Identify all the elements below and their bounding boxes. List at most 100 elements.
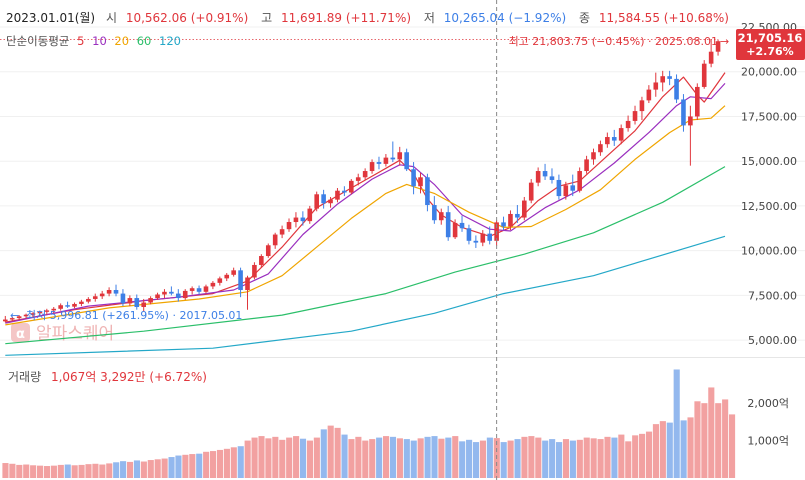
candle — [695, 83, 700, 121]
volume-bar — [403, 439, 410, 478]
candle-body — [605, 137, 610, 145]
volume-bar — [632, 435, 639, 478]
ma-legend-5[interactable]: 5 — [77, 34, 84, 48]
candle-body — [487, 233, 492, 241]
candle-body — [189, 288, 195, 291]
volume-bar — [535, 437, 542, 478]
price-tick-label: 15,000.00 — [741, 155, 797, 168]
candle-body — [106, 290, 112, 294]
volume-bar — [16, 464, 23, 478]
ma-legend-120[interactable]: 120 — [159, 34, 181, 48]
volume-bar — [376, 437, 383, 478]
candle — [86, 297, 91, 304]
candle-body — [65, 305, 70, 307]
ma20-line — [5, 105, 726, 326]
volume-bar — [313, 437, 320, 478]
candle — [438, 208, 444, 225]
candle-body — [286, 222, 292, 230]
volume-bar — [78, 464, 85, 478]
low-label: 저 — [424, 11, 435, 25]
candle-body — [404, 152, 409, 170]
volume-bar — [556, 442, 563, 478]
volume-bar — [189, 454, 196, 478]
volume-bar — [286, 437, 293, 478]
volume-bar — [113, 462, 120, 478]
volume-bar — [175, 455, 182, 478]
candle-body — [99, 293, 105, 297]
candle — [314, 191, 319, 212]
volume-bar — [417, 438, 424, 478]
candle — [577, 167, 582, 193]
candle-body — [362, 171, 368, 178]
volume-label: 거래량 — [8, 370, 41, 384]
volume-bar — [237, 446, 244, 478]
candle — [162, 289, 167, 299]
candle-body — [611, 137, 617, 141]
volume-bar — [542, 440, 549, 478]
candle-body — [715, 41, 721, 52]
volume-bar — [154, 459, 161, 478]
volume-bar — [182, 454, 189, 478]
candle-body — [438, 212, 444, 221]
price-axis: 5,000.00 7,500.00 10,000.00 12,500.00 15,000… — [741, 21, 797, 347]
candle-body — [155, 294, 160, 299]
price-tick-label: 17,500.00 — [741, 110, 797, 123]
candles — [3, 39, 721, 323]
candle-body — [563, 185, 569, 197]
candle-body — [300, 217, 306, 222]
candle-body — [37, 311, 43, 314]
ma-legend-10[interactable]: 10 — [92, 34, 107, 48]
candle-body — [639, 100, 645, 112]
candle — [120, 289, 126, 307]
ma-legend-60[interactable]: 60 — [137, 34, 152, 48]
volume-bar — [37, 465, 44, 478]
candle-body — [535, 171, 541, 183]
current-price-tag: 21,705.16 +2.76% — [736, 29, 805, 60]
candle — [570, 174, 576, 197]
candle-body — [480, 233, 486, 243]
candle — [452, 219, 458, 240]
high-label: 고 — [261, 11, 272, 25]
volume-bar — [708, 387, 715, 478]
candle — [300, 211, 306, 226]
volume-bar — [251, 437, 258, 478]
candle-body — [279, 229, 285, 235]
candle — [169, 286, 174, 296]
volume-bar — [715, 403, 722, 478]
candle — [252, 262, 257, 280]
candle — [286, 218, 292, 232]
volume-bar — [472, 442, 480, 478]
candle — [459, 215, 465, 232]
candle-body — [44, 310, 50, 312]
candle — [321, 189, 326, 209]
candle — [508, 210, 513, 231]
candle — [639, 96, 645, 121]
candle — [411, 162, 416, 195]
candle — [51, 307, 57, 314]
candle-body — [51, 308, 57, 311]
candle — [217, 276, 223, 286]
candle-body — [328, 199, 333, 204]
volume-bar — [466, 439, 473, 478]
candle — [708, 39, 714, 68]
volume-bar — [701, 403, 708, 478]
volume-bar — [223, 448, 230, 478]
volume-bar — [140, 461, 147, 478]
volume-tick-label: 2,000억 — [747, 397, 789, 410]
candle-body — [182, 290, 188, 299]
volume-bar — [680, 420, 687, 478]
volume-bar — [30, 465, 37, 478]
volume-bar — [23, 464, 30, 478]
volume-bar — [369, 439, 376, 478]
volume-bar — [562, 439, 570, 478]
ma-legend[interactable]: 단순이동평균 5 10 20 60 120 — [6, 34, 181, 48]
candle — [556, 174, 562, 200]
candle-body — [522, 200, 527, 218]
ma-legend-20[interactable]: 20 — [114, 34, 129, 48]
volume-bar — [383, 436, 390, 478]
volume-value: 1,067억 3,292만 (+6.72%) — [51, 370, 207, 384]
candle-body — [169, 291, 174, 294]
candle — [30, 312, 36, 318]
price-tick-label: 12,500.00 — [741, 200, 797, 213]
